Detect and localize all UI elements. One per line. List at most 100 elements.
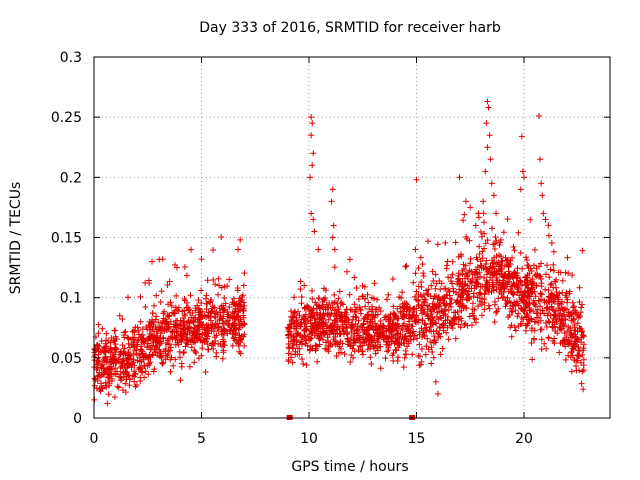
data-point xyxy=(117,349,124,356)
data-point xyxy=(138,358,145,365)
data-point xyxy=(465,288,472,295)
data-point xyxy=(177,377,184,384)
data-point xyxy=(525,280,532,287)
data-point xyxy=(133,382,140,389)
data-point xyxy=(557,320,564,327)
data-point xyxy=(198,287,205,294)
data-point xyxy=(346,291,353,298)
data-point xyxy=(432,271,439,278)
data-point xyxy=(418,325,425,332)
data-point xyxy=(428,360,435,367)
data-point xyxy=(350,313,357,320)
data-point xyxy=(433,327,440,334)
data-point xyxy=(518,133,525,140)
data-point xyxy=(233,300,240,307)
data-point xyxy=(186,309,193,316)
data-point xyxy=(138,343,145,350)
data-point xyxy=(331,264,338,271)
y-axis-label: SRMTID / TECUs xyxy=(8,182,24,295)
data-point xyxy=(220,306,227,313)
data-point xyxy=(419,317,426,324)
data-point xyxy=(445,307,452,314)
data-point xyxy=(112,365,119,372)
data-point xyxy=(374,347,381,354)
data-point xyxy=(198,321,205,328)
data-point xyxy=(180,333,187,340)
data-point xyxy=(202,368,209,375)
data-point xyxy=(445,336,452,343)
data-point xyxy=(550,284,557,291)
data-point xyxy=(167,368,174,375)
data-point xyxy=(116,312,123,319)
data-point xyxy=(545,334,552,341)
data-point xyxy=(524,262,531,269)
data-point xyxy=(355,296,362,303)
data-point xyxy=(498,288,505,295)
data-point xyxy=(351,301,358,308)
data-point xyxy=(481,306,488,313)
data-point xyxy=(237,316,244,323)
data-point xyxy=(452,239,459,246)
data-point xyxy=(515,322,522,329)
data-point xyxy=(579,301,586,308)
data-point xyxy=(113,346,120,353)
data-point xyxy=(288,320,295,327)
data-point xyxy=(460,304,467,311)
data-point xyxy=(545,298,552,305)
y-tick-label: 0.1 xyxy=(60,291,82,307)
data-point xyxy=(192,307,199,314)
data-point xyxy=(450,285,457,292)
data-point xyxy=(300,360,307,367)
data-point xyxy=(126,376,133,383)
data-point xyxy=(316,295,323,302)
data-point xyxy=(285,328,292,335)
data-point xyxy=(435,390,441,397)
data-point xyxy=(404,325,411,332)
data-point xyxy=(293,322,300,329)
data-point xyxy=(550,267,557,274)
data-point xyxy=(226,303,233,310)
data-point xyxy=(514,265,521,272)
data-point xyxy=(126,382,133,389)
data-point xyxy=(440,297,447,304)
data-point xyxy=(334,299,341,306)
data-point xyxy=(186,363,193,370)
data-point xyxy=(545,222,552,229)
data-point xyxy=(164,351,171,358)
data-point xyxy=(475,280,482,287)
data-point xyxy=(187,292,194,299)
data-point xyxy=(320,329,327,336)
data-point xyxy=(481,290,488,297)
data-point xyxy=(485,104,492,111)
data-point xyxy=(528,340,535,347)
data-point xyxy=(406,318,413,325)
data-point xyxy=(429,268,436,275)
data-point xyxy=(298,294,305,301)
data-point xyxy=(550,261,557,268)
data-point xyxy=(229,299,236,306)
data-point xyxy=(174,328,181,335)
y-tick-label: 0.15 xyxy=(51,231,82,247)
data-point xyxy=(312,315,319,322)
data-point xyxy=(488,180,495,187)
data-point xyxy=(498,266,505,273)
data-point xyxy=(285,358,292,365)
data-point xyxy=(476,298,483,305)
data-point xyxy=(345,319,352,326)
data-point xyxy=(296,312,303,319)
data-point xyxy=(117,377,124,384)
data-point xyxy=(467,204,474,211)
data-point xyxy=(220,347,227,354)
data-point xyxy=(110,337,117,344)
data-point xyxy=(426,327,433,334)
data-point xyxy=(359,348,366,355)
data-point xyxy=(441,294,448,301)
data-point xyxy=(335,323,342,330)
data-point xyxy=(96,369,103,376)
data-point xyxy=(546,274,553,281)
data-point xyxy=(508,322,515,329)
data-point xyxy=(486,305,493,312)
data-point xyxy=(329,234,336,241)
data-point xyxy=(296,351,303,358)
data-point xyxy=(495,295,502,302)
